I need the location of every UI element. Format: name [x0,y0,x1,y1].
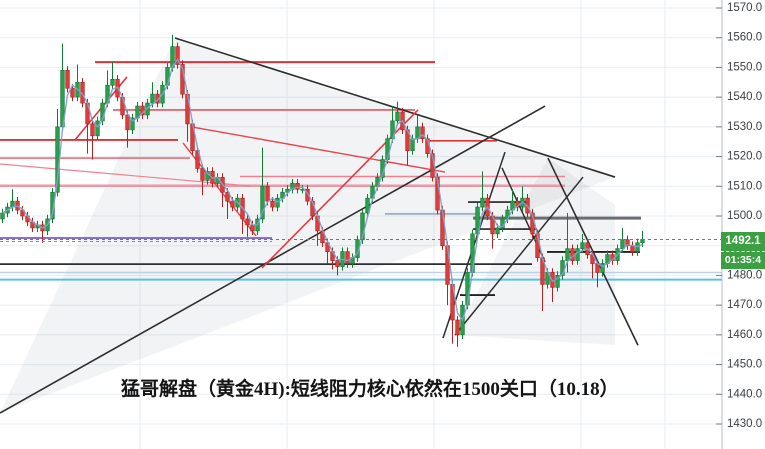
price-tick-label: 1560.0 [727,32,762,44]
price-tick-label: 1520.0 [727,151,762,163]
analyst-annotation-text: 猛哥解盘（黄金4H):短线阻力核心依然在1500关口（10.18） [121,379,619,400]
trend-channel-shading [0,38,615,413]
current-price-label: 1492.1 [721,232,765,251]
price-tick-label: 1450.0 [727,359,762,371]
price-tick-label: 1470.0 [727,299,762,311]
price-tick-label: 1460.0 [727,329,762,341]
price-tick-label: 1530.0 [727,121,762,133]
dashed-price-lines-layer [0,238,721,243]
price-tick-label: 1540.0 [727,91,762,103]
trendline[interactable] [182,142,257,237]
current-price-badge: 1492.1 01:35:4 [721,232,765,269]
price-tick-label: 1500.0 [727,210,762,222]
shaded-region [455,158,615,345]
shaded-region [0,38,615,413]
price-tick-label: 1480.0 [727,269,762,281]
price-axis[interactable]: 1570.0 1560.0 1550.0 1540.0 1530.0 1520.0 1510… [716,0,762,449]
price-tick-label: 1440.0 [727,388,762,400]
trendline[interactable] [192,126,446,173]
trendline[interactable] [174,37,616,178]
trendline[interactable] [0,105,546,414]
trendline[interactable] [454,176,584,336]
price-tick-label: 1430.0 [727,418,762,430]
moving-average-line [2,58,643,322]
price-tick-label: 1510.0 [727,180,762,192]
grid-layer [0,0,722,449]
price-tick-label: 1570.0 [727,2,762,14]
price-tick-label: 1550.0 [727,61,762,73]
candle-countdown-label: 01:35:4 [721,250,765,269]
trendline[interactable] [0,163,251,187]
